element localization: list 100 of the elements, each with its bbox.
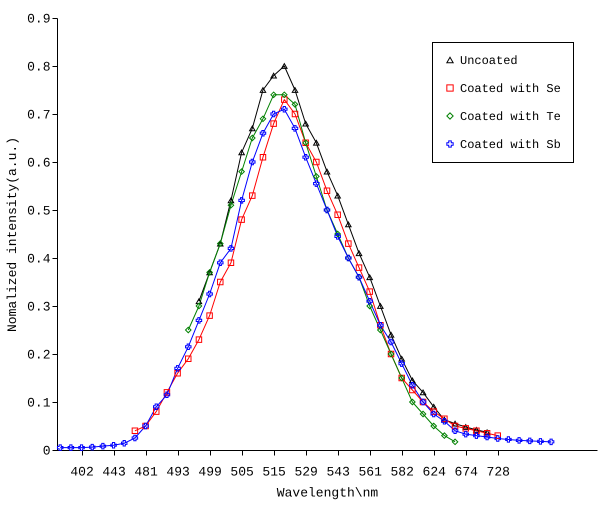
x-tick-label: 515: [262, 464, 286, 480]
point: [281, 63, 288, 69]
point: [228, 198, 234, 204]
point: [249, 158, 256, 166]
point: [366, 302, 373, 310]
point: [260, 87, 266, 93]
point: [430, 422, 437, 430]
legend-label: Uncoated: [460, 54, 518, 68]
x-tick-label: 582: [390, 464, 414, 480]
point: [366, 298, 373, 304]
point: [356, 250, 362, 256]
point: [174, 365, 181, 372]
point: [388, 332, 394, 338]
point: [366, 274, 373, 280]
point: [505, 436, 512, 443]
x-tick-label: 499: [198, 464, 222, 480]
point: [345, 222, 352, 228]
point: [388, 338, 394, 346]
point: [302, 120, 309, 126]
point: [398, 360, 405, 367]
point: [366, 288, 373, 295]
point: [238, 216, 245, 223]
point: [452, 438, 458, 446]
point: [68, 444, 74, 451]
point: [313, 140, 320, 146]
point: [334, 230, 341, 238]
y-tick-label: 0.9: [27, 12, 50, 26]
point: [88, 444, 96, 450]
point: [420, 410, 426, 418]
point: [334, 233, 341, 240]
point: [494, 435, 501, 442]
y-axis-title: Nomalized intensity(a.u.): [5, 136, 20, 332]
point: [548, 438, 554, 446]
y-tick-label: 0.4: [27, 252, 51, 266]
point: [78, 444, 85, 451]
point: [409, 398, 416, 406]
x-tick-label: 728: [486, 464, 510, 480]
x-tick-label: 561: [358, 464, 382, 480]
point: [228, 260, 234, 266]
legend-label: Coated with Sb: [460, 138, 561, 152]
point: [249, 192, 256, 199]
point: [174, 370, 181, 376]
point: [473, 432, 480, 439]
point: [452, 428, 458, 434]
point: [324, 188, 330, 194]
point: [217, 278, 224, 286]
x-tick-label: 624: [422, 464, 446, 480]
point: [206, 290, 213, 298]
y-tick-label: 0.3: [27, 300, 50, 314]
point: [526, 438, 534, 444]
point: [516, 437, 522, 444]
point: [345, 240, 352, 247]
point: [441, 432, 448, 439]
x-axis-title: Wavelength\nm: [276, 486, 378, 500]
x-tick-label: 443: [102, 464, 126, 480]
point: [313, 173, 320, 180]
point: [249, 126, 256, 132]
point: [185, 344, 192, 350]
point: [132, 428, 138, 434]
y-tick-label: 0.2: [27, 348, 50, 362]
point: [206, 312, 213, 319]
point: [484, 434, 490, 440]
point: [196, 336, 202, 343]
point: [132, 434, 138, 442]
x-tick-label: 505: [230, 464, 254, 480]
point: [398, 356, 405, 362]
x-tick-label: 481: [134, 464, 158, 480]
point: [281, 96, 288, 103]
point: [292, 87, 298, 93]
point: [313, 158, 320, 166]
point: [270, 120, 277, 127]
point: [430, 404, 437, 410]
point: [409, 386, 416, 394]
x-tick-label: 493: [166, 464, 190, 480]
point: [420, 390, 426, 396]
point: [238, 168, 245, 175]
point: [281, 106, 288, 112]
point: [185, 356, 192, 362]
point: [217, 260, 224, 266]
legend-label: Coated with Se: [460, 82, 561, 96]
point: [430, 410, 437, 418]
point: [153, 408, 160, 415]
point: [238, 197, 245, 204]
y-tick-label: 0: [42, 444, 50, 458]
point: [185, 326, 192, 334]
point: [260, 130, 266, 136]
y-tick-label: 0.7: [27, 108, 50, 122]
point: [153, 404, 160, 410]
point: [313, 180, 320, 187]
point: [292, 110, 298, 118]
x-tick-label: 543: [326, 464, 350, 480]
point: [270, 92, 277, 98]
point: [196, 302, 202, 310]
point: [409, 378, 416, 384]
point: [270, 110, 277, 118]
point: [292, 101, 298, 108]
point: [324, 168, 330, 174]
y-tick-label: 0.5: [27, 204, 50, 218]
point: [100, 442, 106, 450]
point: [249, 134, 256, 142]
